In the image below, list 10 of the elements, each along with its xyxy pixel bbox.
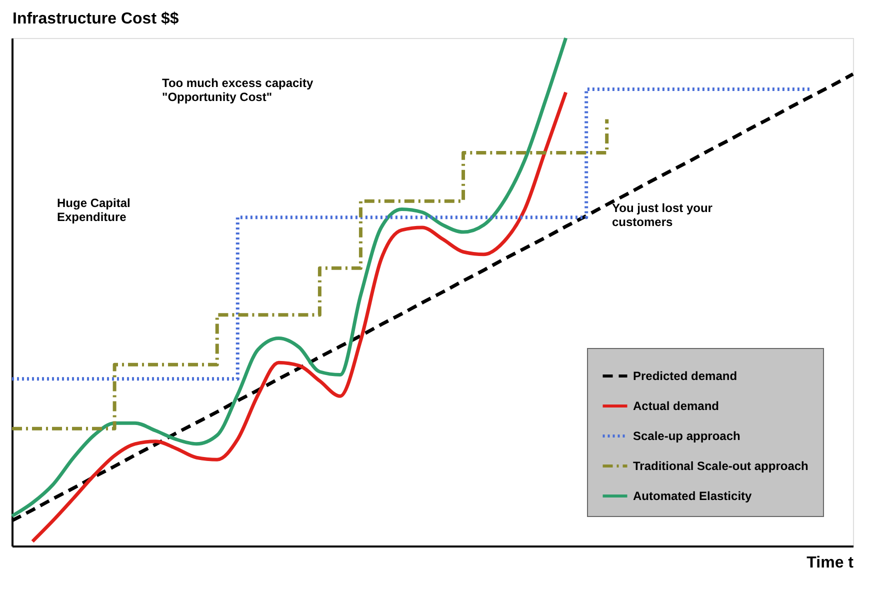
y-axis-title: Infrastructure Cost $$ [12,10,179,28]
legend-label: Actual demand [633,399,720,413]
x-axis-title: Time t [806,554,854,572]
annotation: You just lost your customers [612,201,713,229]
legend-label: Automated Elasticity [633,489,752,503]
annotation: Huge Capital Expenditure [57,196,130,224]
legend-label: Traditional Scale-out approach [633,459,808,473]
legend-label: Predicted demand [633,369,738,383]
annotation: Too much excess capacity "Opportunity Cost" [162,76,314,104]
legend-label: Scale-up approach [633,429,740,443]
